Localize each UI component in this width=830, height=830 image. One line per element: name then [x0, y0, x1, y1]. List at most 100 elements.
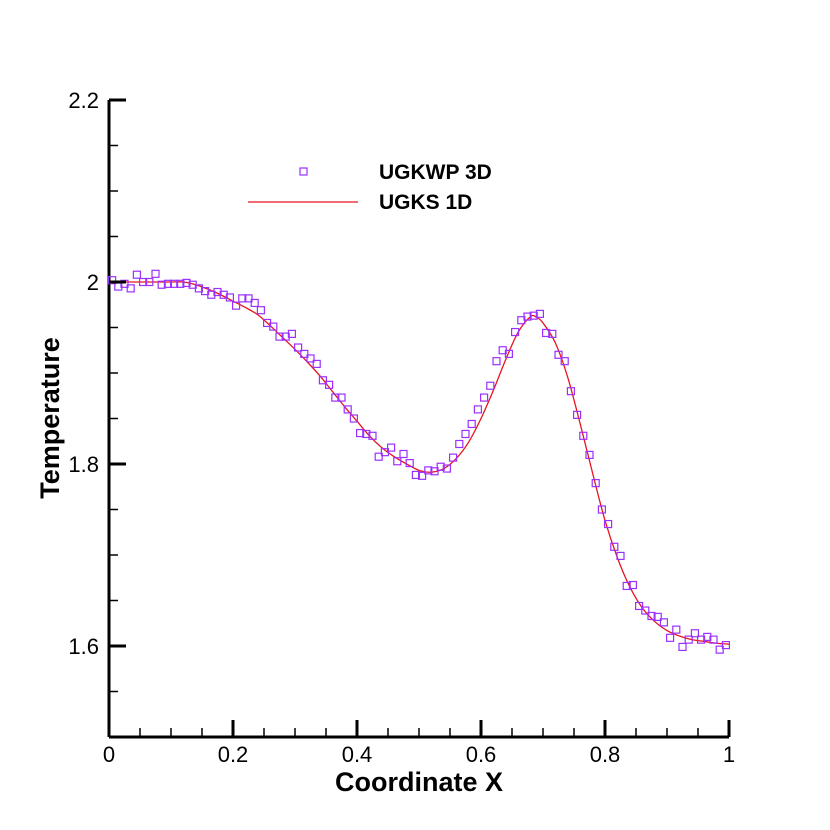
x-tick-label: 0.8	[590, 742, 621, 767]
legend-label-ugkwp-3d: UGKWP 3D	[379, 161, 492, 184]
ugkwp-3d-point	[107, 276, 117, 285]
ugkwp-3d-point	[225, 293, 234, 302]
ugkwp-3d-point	[480, 393, 489, 402]
ugkwp-3d-point	[269, 322, 278, 331]
ugkwp-3d-point	[449, 453, 458, 462]
ugkwp-3d-point	[337, 393, 346, 402]
ugkwp-3d-point	[325, 380, 334, 389]
ugkwp-3d-point	[331, 393, 340, 402]
x-tick-label: 0	[103, 742, 115, 767]
ugkwp-3d-point	[709, 635, 718, 644]
ugkwp-3d-point	[387, 443, 396, 452]
ugkwp-3d-point	[318, 376, 327, 385]
x-axis-title: Coordinate X	[335, 767, 503, 797]
ugkwp-3d-point	[374, 452, 383, 461]
ugkwp-3d-point	[504, 349, 513, 358]
ugkwp-3d-point	[628, 580, 638, 590]
ugkwp-3d-point	[405, 458, 414, 468]
ugkwp-3d-series	[107, 269, 731, 654]
ugkwp-3d-point	[634, 601, 644, 611]
ugkwp-3d-point	[126, 284, 135, 293]
y-tick-label: 1.8	[68, 452, 99, 477]
ugkwp-3d-point	[176, 279, 185, 288]
legend-label-ugks-1d: UGKS 1D	[379, 191, 472, 214]
ugkwp-3d-point	[641, 606, 650, 615]
ugkwp-3d-point	[647, 611, 656, 621]
ugkwp-3d-point	[703, 632, 712, 642]
ugkwp-3d-point	[238, 294, 247, 303]
x-tick-label: 0.2	[218, 742, 249, 767]
ugkwp-3d-point	[213, 287, 222, 297]
ugkwp-3d-point	[145, 277, 154, 287]
ugkwp-3d-point	[665, 633, 675, 642]
axis-ticks: 0 0.2 0.4 0.6 0.8 1 1.6 1.8 2 2.2	[68, 88, 735, 767]
x-tick-label: 0.4	[342, 742, 373, 767]
ugkwp-3d-point	[672, 625, 681, 634]
ugkwp-3d-point	[349, 414, 358, 423]
ugkwp-3d-point	[244, 294, 253, 303]
ugkwp-3d-point	[566, 387, 576, 396]
ugkwp-3d-point	[312, 359, 321, 368]
ugkwp-3d-point	[287, 329, 296, 338]
ugkwp-3d-point	[461, 429, 470, 439]
ugkwp-3d-point	[250, 298, 259, 308]
ugkwp-3d-point	[678, 642, 687, 652]
ugkwp-3d-point	[653, 612, 662, 621]
ugkwp-3d-point	[294, 343, 303, 352]
ugkwp-3d-point	[380, 448, 389, 457]
ugkwp-3d-point	[548, 329, 557, 338]
ugkwp-3d-point	[120, 279, 129, 288]
ugkwp-3d-point	[182, 278, 191, 288]
x-tick-label: 0.6	[466, 742, 497, 767]
ugkwp-3d-point	[151, 269, 160, 278]
ugkwp-3d-point	[511, 327, 520, 337]
ugkwp-3d-point	[523, 312, 532, 321]
ugkwp-3d-point	[597, 505, 607, 514]
ugkwp-3d-point	[232, 301, 241, 310]
ugkwp-3d-point	[659, 618, 669, 627]
ugkwp-3d-point	[163, 279, 172, 288]
ugkwp-3d-point	[492, 357, 501, 366]
ugkwp-3d-point	[610, 542, 619, 551]
ugkwp-3d-point	[572, 410, 582, 419]
ugkwp-3d-point	[591, 479, 600, 488]
ugkwp-3d-point	[442, 464, 451, 473]
ugkwp-3d-point	[306, 354, 315, 363]
legend: UGKWP 3D UGKS 1D	[248, 161, 492, 214]
y-tick-label: 2.2	[68, 88, 99, 113]
ugkwp-3d-point	[579, 431, 588, 440]
ugkwp-3d-point	[535, 309, 545, 318]
ugkwp-3d-point	[684, 635, 693, 644]
ugkwp-3d-point	[554, 350, 563, 359]
ugkwp-3d-point	[585, 450, 594, 459]
ugkwp-3d-point	[436, 462, 445, 471]
ugkwp-3d-point	[170, 279, 179, 288]
ugkwp-3d-point	[424, 466, 433, 475]
ugkwp-3d-point	[368, 431, 377, 440]
ugkwp-3d-point	[616, 551, 625, 561]
x-tick-label: 1	[723, 742, 735, 767]
ugkwp-3d-point	[275, 332, 284, 341]
ugkwp-3d-point	[603, 519, 613, 529]
legend-marker-ugkwp-3d	[299, 167, 308, 176]
ugkwp-3d-point	[541, 328, 551, 338]
ugkwp-3d-point	[529, 311, 538, 320]
y-tick-label: 2	[87, 270, 99, 295]
ugkwp-3d-point	[560, 357, 569, 366]
ugkwp-3d-point	[132, 270, 141, 279]
y-tick-label: 1.6	[68, 634, 99, 659]
ugks-1d-line	[108, 281, 730, 645]
ugkwp-3d-point	[715, 645, 724, 654]
ugkwp-3d-point	[473, 405, 482, 414]
ugkwp-3d-point	[690, 629, 700, 638]
ugkwp-3d-point	[157, 280, 166, 289]
ugkwp-3d-point	[356, 428, 365, 438]
ugks-1d-series	[108, 281, 730, 645]
ugkwp-3d-point	[300, 349, 309, 358]
ugkwp-3d-point	[455, 439, 464, 449]
ugkwp-3d-point	[696, 635, 706, 644]
ugkwp-3d-point	[362, 429, 371, 439]
ugkwp-3d-point	[207, 290, 216, 299]
ugkwp-3d-point	[486, 381, 495, 390]
